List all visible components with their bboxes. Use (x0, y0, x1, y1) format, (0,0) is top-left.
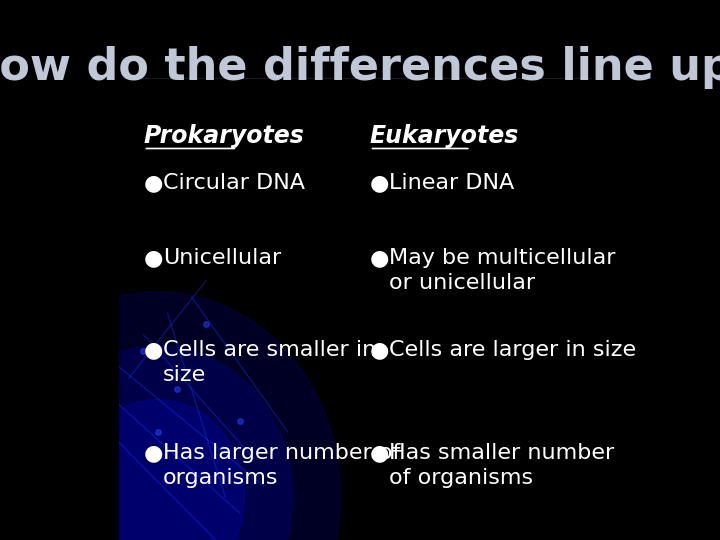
Text: Cells are smaller in
size: Cells are smaller in size (163, 340, 376, 385)
Text: Prokaryotes: Prokaryotes (143, 124, 305, 148)
Circle shape (0, 292, 341, 540)
Text: Linear DNA: Linear DNA (389, 173, 514, 193)
Text: ●: ● (369, 248, 389, 268)
Text: Circular DNA: Circular DNA (163, 173, 305, 193)
Text: ●: ● (143, 173, 163, 193)
Text: Eukaryotes: Eukaryotes (369, 124, 519, 148)
Text: May be multicellular
or unicellular: May be multicellular or unicellular (389, 248, 616, 293)
Text: How do the differences line up?: How do the differences line up? (0, 46, 720, 89)
Circle shape (23, 346, 292, 540)
Text: ●: ● (143, 443, 163, 463)
Circle shape (71, 400, 245, 540)
Text: ●: ● (369, 340, 389, 360)
Text: ●: ● (369, 173, 389, 193)
Text: ●: ● (143, 340, 163, 360)
Text: ●: ● (143, 248, 163, 268)
Text: Cells are larger in size: Cells are larger in size (389, 340, 636, 360)
Text: Has smaller number
of organisms: Has smaller number of organisms (389, 443, 614, 488)
Text: ●: ● (369, 443, 389, 463)
Text: Has larger number of
organisms: Has larger number of organisms (163, 443, 400, 488)
Text: Unicellular: Unicellular (163, 248, 281, 268)
